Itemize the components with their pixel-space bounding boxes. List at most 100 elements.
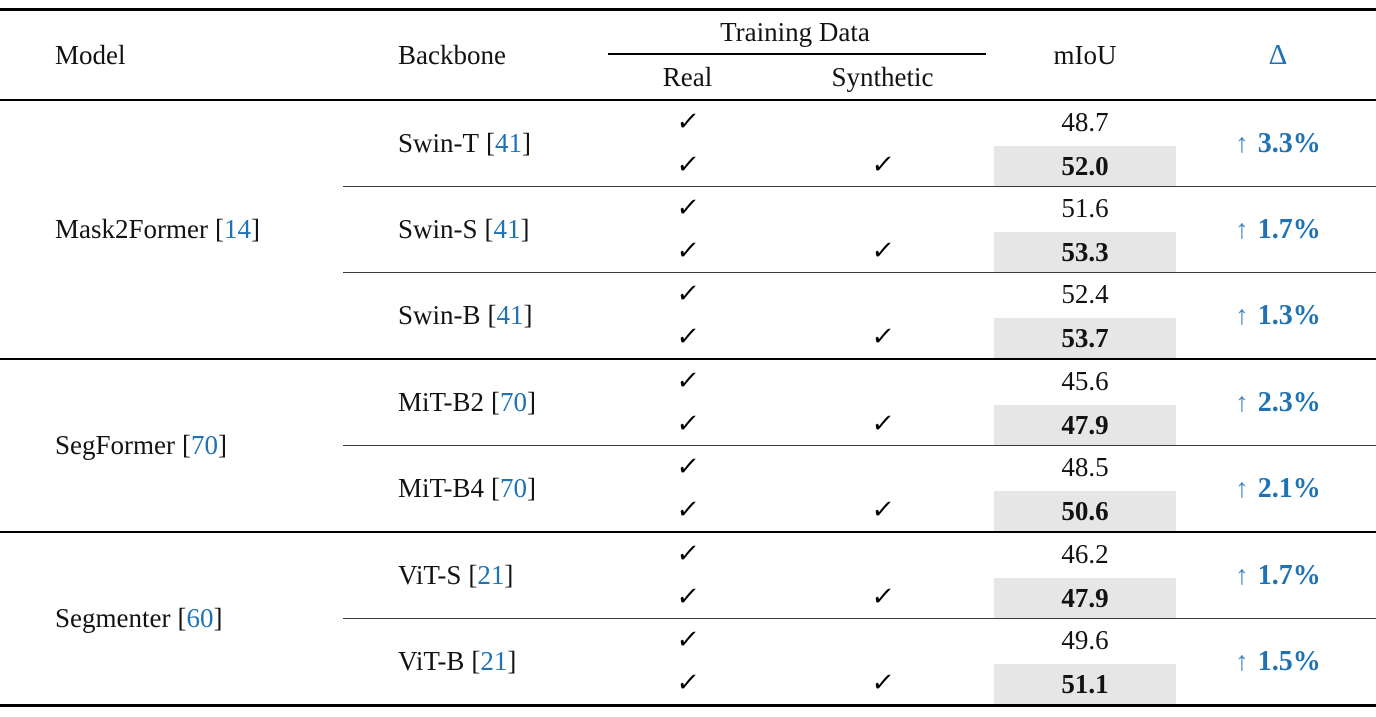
synthetic-column: ✓: [775, 273, 990, 358]
check-icon: ✓: [674, 149, 701, 180]
real-column: ✓ ✓: [600, 619, 775, 704]
model-group-mask2former: Mask2Former [14] Swin-T [41] ✓ ✓ ✓ 48.7: [0, 101, 1376, 358]
citation-link[interactable]: 21: [477, 560, 505, 590]
check-icon: ✓: [674, 321, 701, 352]
citation-link[interactable]: 41: [493, 214, 521, 244]
model-name: Segmenter: [55, 603, 171, 633]
check-icon: ✓: [674, 279, 701, 310]
miou-value-best: 51.1: [1061, 668, 1109, 699]
citation-link[interactable]: 14: [223, 214, 251, 244]
up-arrow-icon: ↑: [1235, 300, 1249, 330]
best-miou-highlight: 53.3: [994, 232, 1176, 272]
delta-cell: ↑ 1.3%: [1180, 273, 1376, 358]
table-header: Model Backbone Training Data Real Synthe…: [0, 11, 1376, 99]
real-column: ✓ ✓: [600, 101, 775, 186]
header-training-data-group: Training Data Real Synthetic: [600, 11, 990, 99]
backbone-cell: MiT-B4 [70]: [343, 446, 600, 531]
bracket: ]: [250, 214, 260, 244]
check-icon: ✓: [674, 193, 701, 224]
backbone-cell: MiT-B2 [70]: [343, 360, 600, 445]
check-icon: ✓: [674, 107, 701, 138]
citation: [41]: [486, 128, 531, 159]
bottom-rule: [0, 704, 1376, 707]
delta-value: 1.3%: [1257, 299, 1321, 331]
header-model: Model: [55, 39, 126, 70]
up-arrow-icon: ↑: [1235, 387, 1249, 417]
up-arrow-icon: ↑: [1235, 473, 1249, 503]
synthetic-column: ✓: [775, 187, 990, 272]
synthetic-column: ✓: [775, 533, 990, 618]
table-row: ViT-S [21] ✓ ✓ ✓ 46.2 47.9 ↑ 1.7%: [343, 533, 1376, 618]
table-row: ViT-B [21] ✓ ✓ ✓ 49.6 51.1 ↑ 1.5%: [343, 619, 1376, 704]
bracket: ]: [507, 646, 517, 676]
bracket: ]: [520, 214, 530, 244]
real-column: ✓ ✓: [600, 187, 775, 272]
miou-value: 48.5: [1061, 451, 1109, 482]
citation: [21]: [471, 646, 516, 677]
delta-value: 1.5%: [1257, 645, 1321, 677]
check-icon: ✓: [869, 235, 896, 266]
group-separator: [0, 531, 1376, 533]
table-row: MiT-B2 [70] ✓ ✓ ✓ 45.6 47.9 ↑ 2.3%: [343, 360, 1376, 445]
model-name-cell: Segmenter [60]: [0, 533, 343, 704]
header-backbone: Backbone: [398, 39, 506, 70]
delta-cell: ↑ 2.1%: [1180, 446, 1376, 531]
table-row: Swin-S [41] ✓ ✓ ✓ 51.6 53.3 ↑ 1.7%: [343, 187, 1376, 272]
check-icon: ✓: [674, 625, 701, 656]
backbone-cell: ViT-B [21]: [343, 619, 600, 704]
miou-value-best: 53.3: [1061, 236, 1109, 267]
citation-link[interactable]: 70: [500, 473, 528, 503]
citation: [21]: [468, 560, 513, 591]
top-rule: [0, 8, 1376, 11]
bracket: [: [487, 300, 497, 330]
miou-value-best: 47.9: [1061, 409, 1109, 440]
bracket: [: [486, 128, 495, 158]
model-name-cell: Mask2Former [14]: [0, 101, 343, 358]
table-row: MiT-B4 [70] ✓ ✓ ✓ 48.5 50.6 ↑ 2.1%: [343, 446, 1376, 531]
citation-link[interactable]: 60: [186, 603, 214, 633]
citation-link[interactable]: 41: [496, 300, 524, 330]
header-delta: Δ: [1268, 38, 1288, 71]
miou-value: 48.7: [1061, 106, 1109, 137]
up-arrow-icon: ↑: [1235, 560, 1249, 590]
backbone-name: Swin-T: [398, 128, 479, 158]
citation-link[interactable]: 21: [480, 646, 508, 676]
row-separator: [343, 445, 1376, 446]
miou-value: 52.4: [1061, 278, 1109, 309]
check-icon: ✓: [869, 581, 896, 612]
bracket: ]: [522, 128, 531, 158]
miou-value-best: 50.6: [1061, 495, 1109, 526]
group-separator: [0, 358, 1376, 360]
header-real: Real: [662, 61, 713, 92]
citation-link[interactable]: 70: [190, 430, 218, 460]
miou-value: 46.2: [1061, 538, 1109, 569]
bracket: [: [491, 473, 501, 503]
miou-value: 49.6: [1061, 624, 1109, 655]
real-column: ✓ ✓: [600, 360, 775, 445]
backbone-name: MiT-B2: [398, 387, 485, 417]
header-synthetic: Synthetic: [831, 61, 934, 92]
backbone-name: MiT-B4: [398, 473, 485, 503]
check-icon: ✓: [674, 494, 701, 525]
delta-value: 2.3%: [1257, 386, 1321, 418]
miou-column: 48.5 50.6: [990, 446, 1180, 531]
bracket: ]: [504, 560, 514, 590]
miou-column: 49.6 51.1: [990, 619, 1180, 704]
citation-link[interactable]: 41: [495, 128, 522, 158]
real-column: ✓ ✓: [600, 446, 775, 531]
synthetic-column: ✓: [775, 446, 990, 531]
citation-link[interactable]: 70: [500, 387, 528, 417]
synthetic-column: ✓: [775, 619, 990, 704]
header-rule: [0, 99, 1376, 101]
check-icon: ✓: [674, 366, 701, 397]
citation: [14]: [215, 214, 260, 245]
best-miou-highlight: 52.0: [994, 146, 1176, 186]
table-row: Swin-T [41] ✓ ✓ ✓ 48.7 52.0 ↑ 3.3%: [343, 101, 1376, 186]
header-miou: mIoU: [1053, 39, 1117, 70]
model-name: SegFormer: [55, 430, 175, 460]
bracket: ]: [527, 387, 537, 417]
bracket: [: [468, 560, 478, 590]
delta-cell: ↑ 1.5%: [1180, 619, 1376, 704]
backbone-cell: ViT-S [21]: [343, 533, 600, 618]
